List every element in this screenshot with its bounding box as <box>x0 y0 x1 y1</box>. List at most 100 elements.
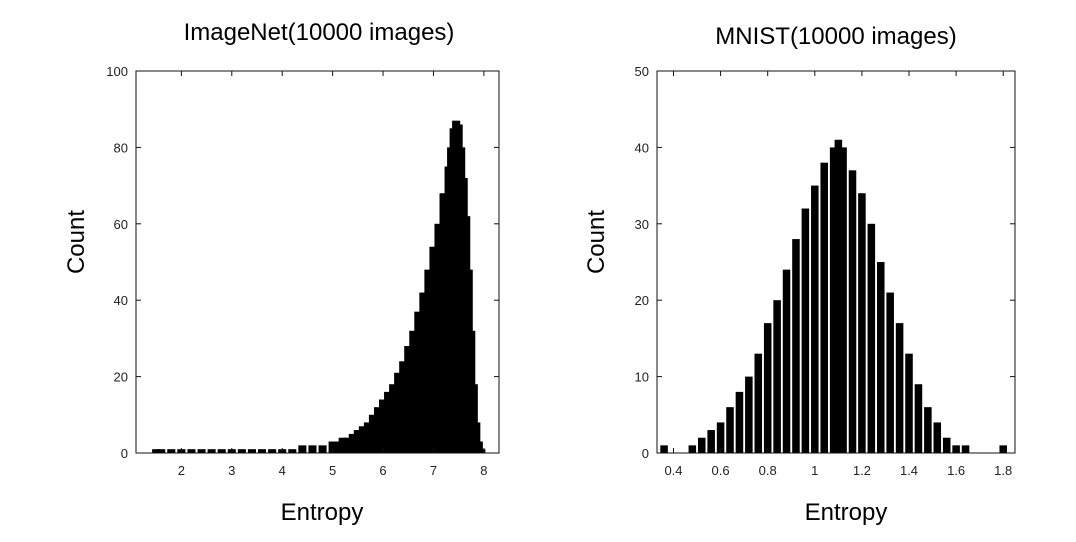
histogram-bar <box>735 391 744 453</box>
histogram-bar <box>353 430 362 453</box>
histogram-bar <box>474 441 483 453</box>
histogram-bar <box>379 399 388 453</box>
histogram-bar <box>942 437 951 453</box>
histogram-bar <box>384 391 393 453</box>
histogram-bar <box>338 437 347 453</box>
plot-frame <box>135 70 500 454</box>
histogram-bar <box>399 361 408 453</box>
y-tick-label: 20 <box>635 293 649 308</box>
histogram-bar <box>886 292 894 453</box>
histogram-bar <box>716 422 725 453</box>
histogram-bar <box>288 449 297 453</box>
histogram-bar <box>745 376 753 453</box>
y-tick-label: 30 <box>635 217 649 232</box>
x-tick-label: 4 <box>279 463 286 478</box>
y-axis-label: Count <box>583 210 610 274</box>
histogram-bars <box>152 120 486 454</box>
x-tick-label: 5 <box>329 463 336 478</box>
x-tick-label: 1 <box>811 463 818 478</box>
histogram-bar <box>247 449 256 453</box>
histogram-bar <box>867 223 876 453</box>
x-tick-label: 8 <box>480 463 487 478</box>
histogram-bar <box>782 269 791 453</box>
histogram-bar <box>469 384 478 453</box>
x-tick-label: 7 <box>430 463 437 478</box>
histogram-bar <box>792 239 800 453</box>
plot-frame <box>656 70 1016 454</box>
x-tick-label: 1.2 <box>853 463 871 478</box>
histogram-bar <box>237 449 246 453</box>
x-tick-label: 0.6 <box>712 463 730 478</box>
y-tick-label: 0 <box>121 446 128 461</box>
histogram-bar <box>848 170 857 453</box>
x-tick-label: 1.4 <box>900 463 918 478</box>
histogram-bar <box>409 330 418 453</box>
histogram-bar <box>207 449 216 453</box>
histogram-bar <box>829 147 838 453</box>
histogram-bar <box>268 449 277 453</box>
x-axis-label: Entropy <box>805 499 888 526</box>
histogram-bar <box>157 449 166 453</box>
x-tick-label: 0.8 <box>759 463 777 478</box>
mnist-histogram: MNIST(10000 images) Entropy Count 0.4 0.6… <box>583 23 1016 526</box>
histogram-bar <box>773 300 781 453</box>
histogram-bar <box>373 407 383 453</box>
x-tick-label: 3 <box>228 463 235 478</box>
histogram-bar <box>414 311 423 453</box>
histogram-bar <box>895 323 904 453</box>
histogram-bar <box>801 208 810 453</box>
x-axis-label: Entropy <box>281 499 364 526</box>
histogram-bar <box>660 445 668 453</box>
histogram-bar <box>152 449 161 453</box>
histogram-bar <box>839 147 847 453</box>
chart-title: ImageNet(10000 images) <box>184 19 455 46</box>
histogram-bar <box>726 407 734 453</box>
histogram-bar <box>358 426 367 453</box>
histogram-bar <box>924 407 932 453</box>
histogram-bar <box>858 193 866 454</box>
y-axis-label: Count <box>63 210 90 274</box>
histogram-bar <box>343 437 352 453</box>
histogram-bar <box>328 441 337 453</box>
y-tick-label: 60 <box>114 217 128 232</box>
histogram-bar <box>697 437 706 453</box>
histogram-bar <box>217 449 226 453</box>
histogram-bar <box>933 422 942 453</box>
histogram-bar <box>363 422 372 453</box>
x-tick-label: 0.4 <box>664 463 682 478</box>
x-tick-label: 1.6 <box>947 463 965 478</box>
axis-ticks: 0.4 0.6 0.8 1 1.2 1.4 1.6 1.8 0 10 20 30 40 50 <box>635 64 1015 478</box>
histogram-bar <box>905 353 913 453</box>
histogram-bar <box>258 449 267 453</box>
histogram-bar <box>419 292 428 453</box>
histogram-bar <box>333 441 342 453</box>
histogram-bar <box>754 353 763 453</box>
histogram-bar <box>298 445 307 453</box>
y-tick-label: 20 <box>114 370 128 385</box>
y-tick-label: 40 <box>114 293 128 308</box>
y-tick-label: 80 <box>114 140 128 155</box>
y-tick-label: 100 <box>106 64 128 79</box>
y-tick-label: 40 <box>635 140 649 155</box>
histogram-bar <box>167 449 176 453</box>
imagenet-histogram: ImageNet(10000 images) Entropy Count 2 3 4… <box>63 19 500 526</box>
histogram-bar <box>394 372 403 453</box>
histogram-bar <box>389 384 398 453</box>
histogram-bar <box>308 445 317 453</box>
histogram-bar <box>368 414 377 453</box>
histogram-bar <box>348 433 357 453</box>
histogram-bar <box>763 323 772 453</box>
histogram-bar <box>820 162 828 453</box>
histogram-bar <box>876 262 885 453</box>
histogram-bar <box>707 430 715 453</box>
histogram-bars <box>660 139 1007 454</box>
histogram-bar <box>811 185 819 453</box>
histogram-bar <box>961 445 970 453</box>
histogram-bar <box>439 193 448 454</box>
histogram-bar <box>688 445 697 453</box>
y-tick-label: 50 <box>635 64 649 79</box>
x-tick-label: 1.8 <box>994 463 1012 478</box>
histogram-bar <box>187 449 196 453</box>
